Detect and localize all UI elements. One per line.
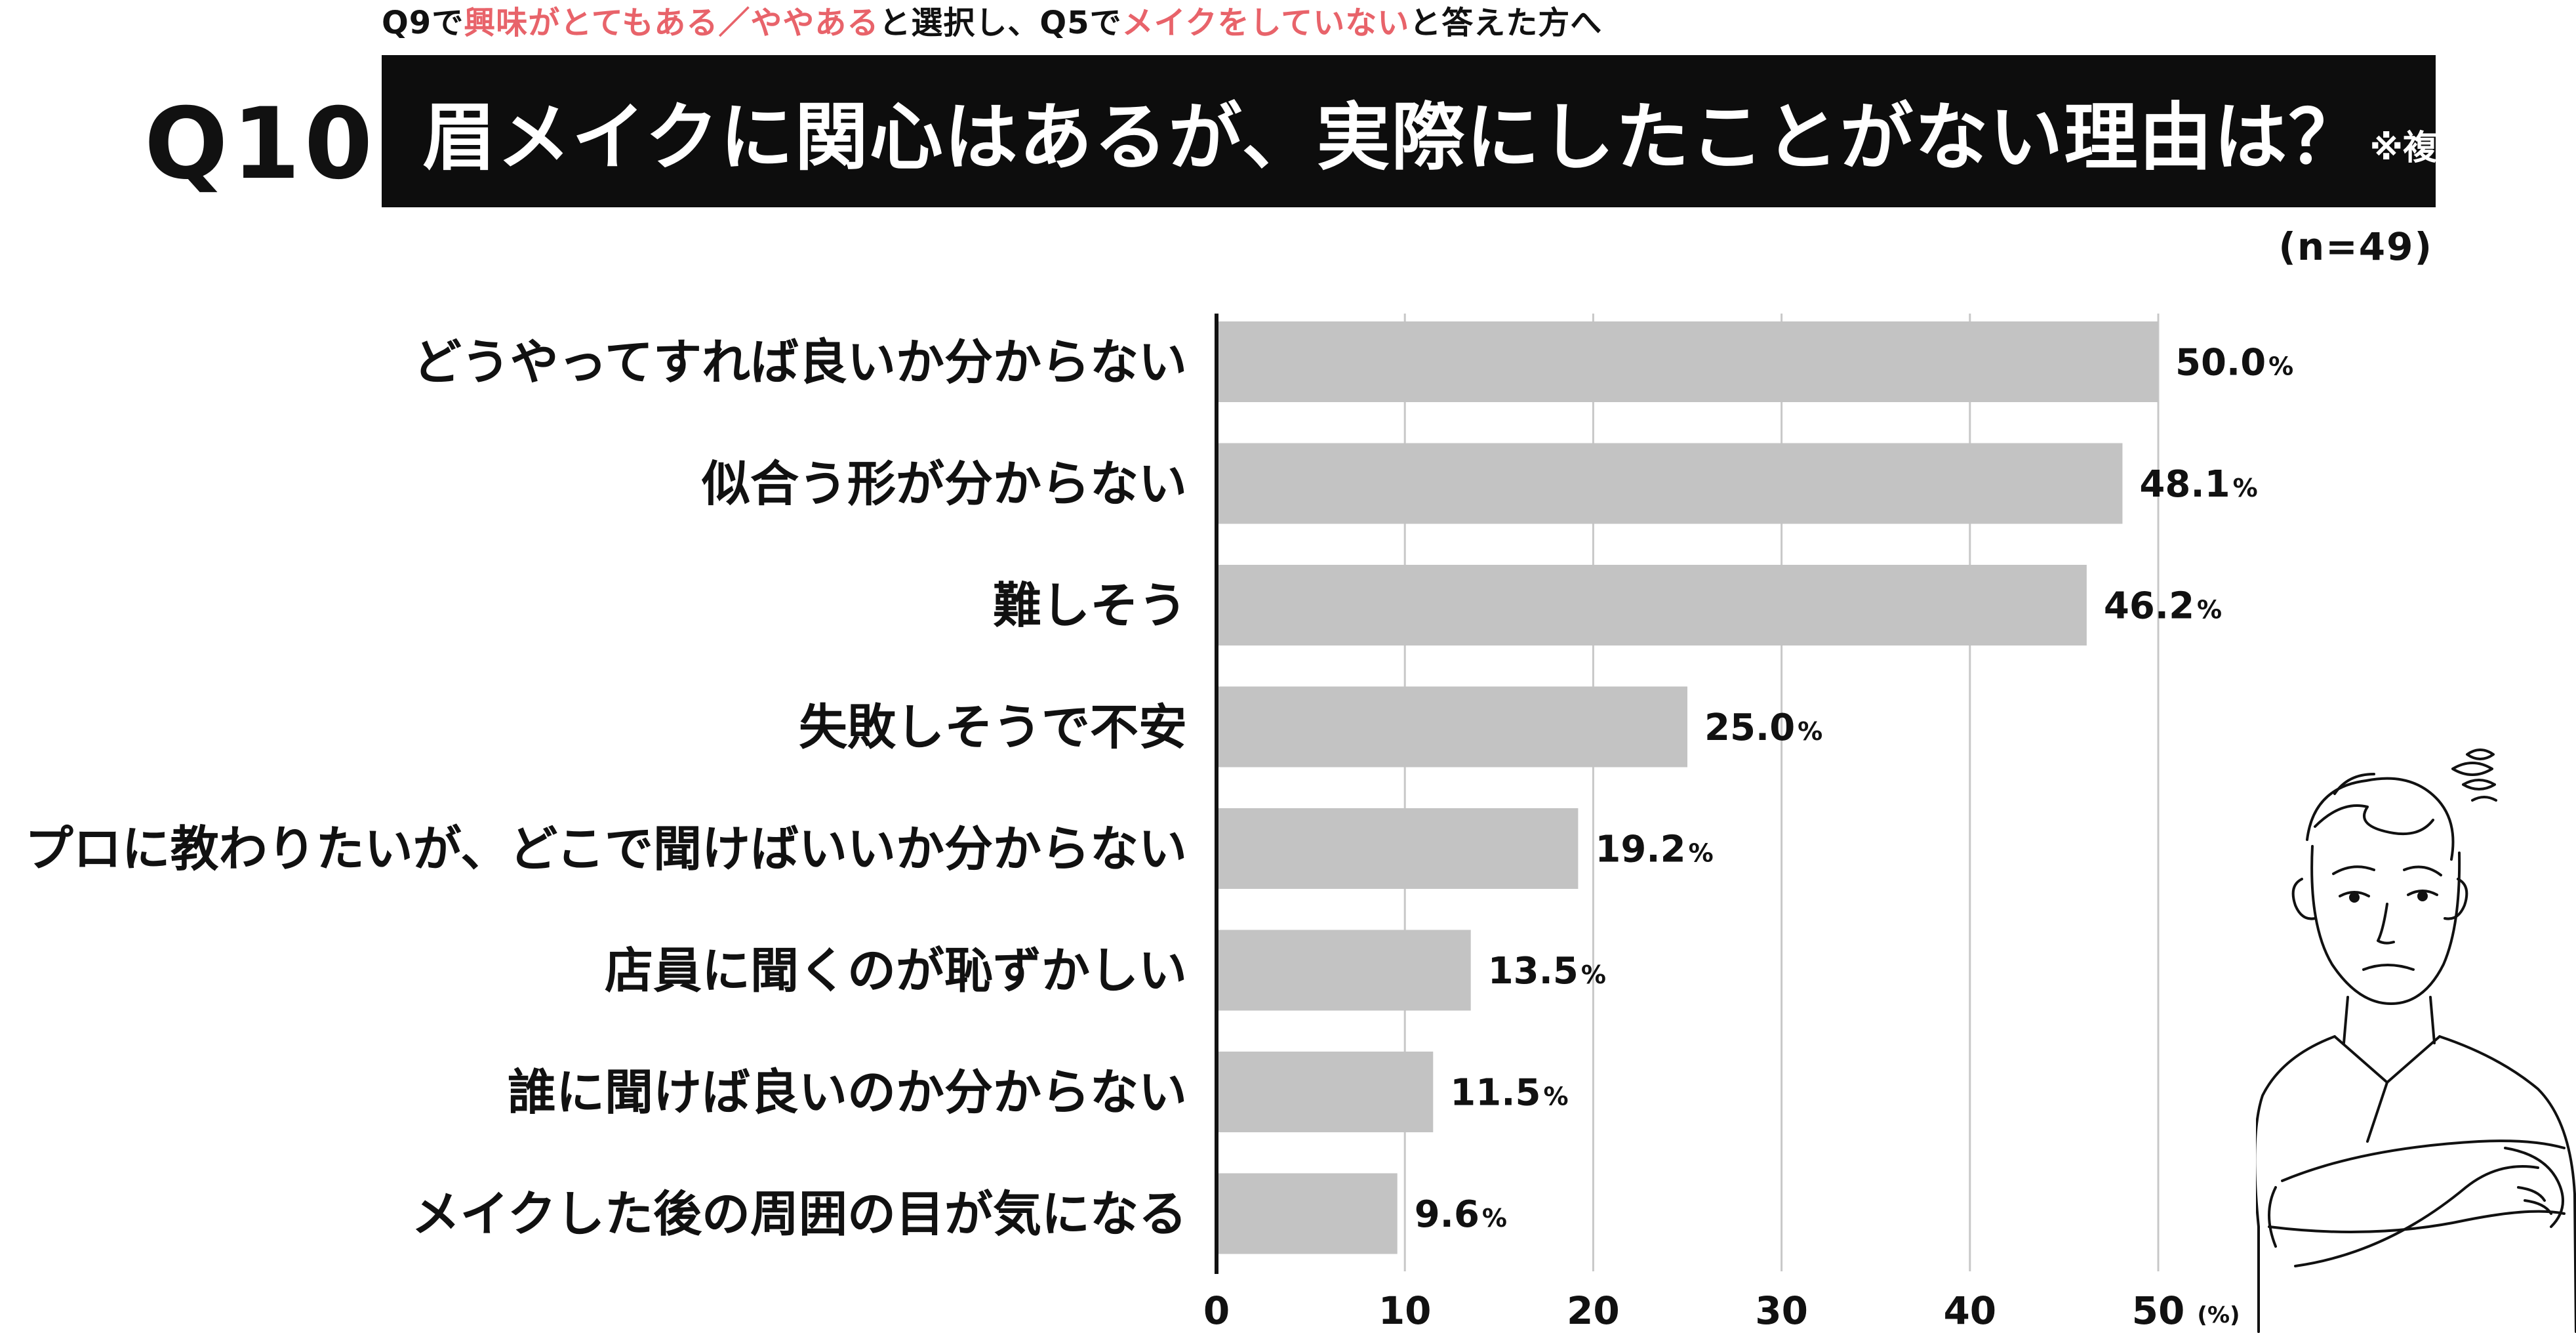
- value-label: 50.0%: [2175, 342, 2293, 384]
- worried-man-arms-crossed-illustration: [2256, 749, 2576, 1333]
- category-label: メイクした後の周囲の目が気になる: [411, 1186, 1187, 1242]
- title-note: ※複数回答: [2369, 128, 2540, 168]
- value-number: 9.6: [1415, 1193, 1479, 1236]
- x-tick-label: 20: [1567, 1288, 1620, 1333]
- value-unit: %: [1543, 1082, 1568, 1111]
- bar: [1217, 1052, 1434, 1132]
- value-number: 48.1: [2139, 463, 2230, 506]
- value-label: 25.0%: [1704, 707, 1822, 749]
- subheader-highlight: 興味がとてもある／ややある: [464, 5, 879, 41]
- bar: [1217, 930, 1471, 1011]
- value-label: 11.5%: [1450, 1072, 1568, 1115]
- subheader-text: と選択し、Q5で: [879, 5, 1122, 41]
- bars: [1217, 321, 2158, 1254]
- category-labels: どうやってすれば良いか分からない似合う形が分からない難しそう失敗しそうで不安プロ…: [25, 335, 1187, 1243]
- x-tick-label: 50: [2132, 1288, 2185, 1333]
- value-unit: %: [1482, 1204, 1507, 1233]
- category-label: プロに教わりたいが、どこで聞けばいいか分からない: [25, 821, 1187, 878]
- value-unit: %: [2233, 474, 2258, 502]
- value-unit: %: [2197, 596, 2222, 625]
- value-number: 11.5: [1450, 1072, 1540, 1115]
- value-unit: %: [1798, 717, 1822, 746]
- value-number: 19.2: [1595, 829, 1685, 871]
- category-label: どうやってすれば良いか分からない: [413, 335, 1187, 391]
- x-tick-label: 30: [1755, 1288, 1808, 1333]
- title-band: 眉メイクに関心はあるが、実際にしたことがない理由は？ ※複数回答: [382, 55, 2539, 207]
- x-tick-label: 40: [1943, 1288, 1996, 1333]
- value-label: 19.2%: [1595, 829, 1713, 871]
- bar: [1217, 686, 1687, 768]
- value-number: 46.2: [2104, 585, 2194, 628]
- subheader-text: Q9で: [382, 5, 464, 41]
- bar: [1217, 321, 2158, 402]
- category-label: 失敗しそうで不安: [799, 699, 1187, 756]
- subheader-text: と答えた方へ: [1409, 5, 1603, 41]
- value-label: 9.6%: [1415, 1193, 1507, 1236]
- value-number: 50.0: [2175, 342, 2266, 384]
- category-label: 店員に聞くのが恥ずかしい: [605, 943, 1187, 999]
- value-label: 48.1%: [2139, 463, 2257, 506]
- value-unit: %: [2268, 352, 2293, 381]
- x-tick-label: 10: [1379, 1288, 1432, 1333]
- x-axis-ticks: 0 10 20 30 40 50 (%): [1203, 1288, 2240, 1333]
- x-axis-unit: (%): [2197, 1302, 2240, 1328]
- value-number: 13.5: [1488, 950, 1579, 993]
- value-labels: 50.0 %48.1 %46.2 %25.0 %19.2 %13.5 %11.5 %9.6%: [1415, 342, 2294, 1237]
- bar: [1217, 443, 2123, 524]
- value-label: 46.2%: [2104, 585, 2222, 628]
- subheader: Q9で興味がとてもある／ややあると選択し、Q5でメイクをしていないと答えた方へ: [382, 0, 1602, 46]
- bar: [1217, 808, 1579, 889]
- value-number: 25.0: [1704, 707, 1795, 749]
- category-label: 似合う形が分からない: [701, 456, 1187, 512]
- value-label: 13.5%: [1488, 950, 1606, 993]
- subheader-highlight: メイクをしていない: [1121, 5, 1410, 41]
- category-label: 難しそう: [993, 578, 1187, 634]
- value-unit: %: [1581, 960, 1606, 989]
- x-tick-label: 0: [1203, 1288, 1230, 1333]
- question-number: Q10: [144, 87, 377, 201]
- bar: [1217, 1173, 1398, 1254]
- category-label: 誰に聞けば良いのか分からない: [508, 1065, 1187, 1121]
- sample-size: (n=49): [2278, 224, 2433, 269]
- value-unit: %: [1689, 839, 1714, 868]
- bar: [1217, 565, 2087, 646]
- chart-title: 眉メイクに関心はあるが、実際にしたことがない理由は？: [422, 95, 2364, 180]
